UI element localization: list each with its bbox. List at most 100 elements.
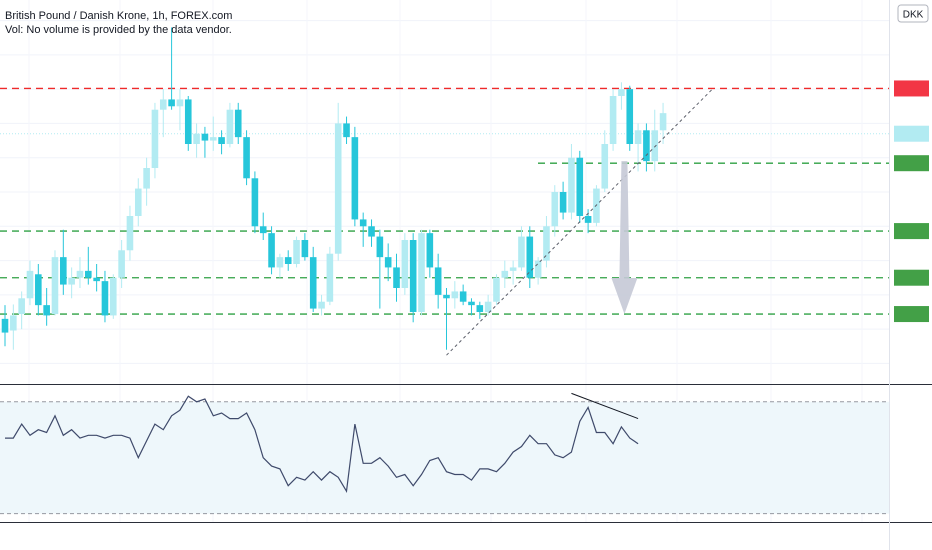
candle-body[interactable] (234, 109, 242, 138)
candle-body[interactable] (376, 236, 384, 258)
candle-body[interactable] (243, 137, 250, 179)
candle-body[interactable] (35, 274, 42, 306)
candle-body[interactable] (443, 294, 450, 299)
down-arrow-icon (611, 161, 638, 315)
level-price-tag (894, 155, 929, 172)
candle-body[interactable] (251, 178, 259, 227)
candle-body[interactable] (18, 298, 25, 315)
candle-body[interactable] (384, 257, 392, 268)
candle-body[interactable] (326, 253, 334, 302)
rsi-band (0, 401, 889, 514)
candle-body[interactable] (393, 267, 400, 288)
candle-body[interactable] (459, 291, 467, 302)
candle-body[interactable] (551, 192, 559, 227)
candle-body[interactable] (401, 240, 409, 288)
candle-body[interactable] (493, 277, 500, 302)
candle-body[interactable] (276, 257, 284, 268)
support-trendline (446, 88, 714, 356)
candle-body[interactable] (409, 240, 417, 312)
candle-body[interactable] (268, 233, 275, 268)
candle-body[interactable] (284, 257, 292, 264)
candle-body[interactable] (659, 113, 667, 131)
candle-body[interactable] (318, 301, 325, 309)
candle-body[interactable] (193, 133, 200, 144)
candle-body[interactable] (609, 96, 617, 144)
candle-body[interactable] (559, 192, 567, 213)
candle-body[interactable] (343, 123, 350, 138)
candle-body[interactable] (76, 270, 84, 278)
candle-body[interactable] (201, 133, 209, 141)
candle-body[interactable] (534, 260, 542, 278)
candle-body[interactable] (176, 99, 184, 107)
candle-body[interactable] (434, 267, 442, 295)
currency-label: DKK (903, 10, 924, 21)
candle-body[interactable] (368, 226, 375, 237)
candle-body[interactable] (259, 226, 267, 234)
candle-body[interactable] (601, 144, 609, 189)
rsi-trendline (571, 392, 639, 420)
candle-body[interactable] (568, 157, 575, 213)
candle-body[interactable] (226, 109, 234, 144)
candle-body[interactable] (518, 236, 525, 268)
candle-body[interactable] (351, 137, 359, 220)
candle-body[interactable] (418, 233, 425, 312)
candle-body[interactable] (126, 216, 134, 251)
candle-body[interactable] (426, 233, 434, 268)
candle-body[interactable] (60, 257, 67, 285)
candle-body[interactable] (501, 270, 509, 278)
horizontal-levels (0, 87, 889, 315)
candle-body[interactable] (484, 301, 492, 312)
level-price-tag (894, 223, 929, 240)
currency-badge[interactable] (897, 4, 929, 23)
candle-body[interactable] (509, 267, 517, 271)
rsi-line[interactable] (5, 395, 639, 494)
candle-body[interactable] (526, 236, 534, 278)
price-axis[interactable] (894, 80, 929, 323)
candle-body[interactable] (293, 240, 300, 264)
candle-body[interactable] (618, 89, 625, 96)
candle-body[interactable] (159, 99, 167, 110)
candle-body[interactable] (359, 219, 367, 227)
candle-body[interactable] (334, 123, 342, 254)
candle-body[interactable] (576, 157, 584, 216)
candle-body[interactable] (93, 277, 100, 282)
candle-body[interactable] (143, 168, 150, 189)
candle-body[interactable] (43, 305, 50, 316)
candle-body[interactable] (26, 270, 34, 299)
level-price-tag (894, 306, 929, 323)
candle-body[interactable] (10, 315, 17, 331)
candle-body[interactable] (468, 301, 475, 306)
candle-body[interactable] (626, 89, 634, 144)
candle-body[interactable] (218, 137, 225, 144)
candle-body[interactable] (118, 250, 125, 278)
candle-body[interactable] (134, 188, 142, 216)
candle-body[interactable] (301, 240, 309, 258)
candle-body[interactable] (68, 277, 75, 285)
candle-body[interactable] (643, 130, 650, 162)
candle-body[interactable] (85, 270, 92, 278)
candle-body[interactable] (168, 99, 175, 107)
drawing-overlays (446, 88, 714, 356)
chart-title: British Pound / Danish Krone, 1h, FOREX.… (5, 10, 232, 22)
candle-body[interactable] (151, 109, 159, 168)
candle-body[interactable] (476, 305, 484, 312)
candle-body[interactable] (109, 277, 117, 316)
candle-body[interactable] (101, 281, 109, 316)
candle-body[interactable] (543, 226, 550, 261)
candle-body[interactable] (184, 99, 192, 144)
rsi-panel[interactable] (0, 392, 889, 515)
candles[interactable] (1, 27, 667, 350)
candle-body[interactable] (451, 291, 459, 299)
level-price-tag (894, 125, 929, 142)
candle-body[interactable] (634, 130, 642, 144)
level-price-tag (894, 80, 929, 97)
candle-body[interactable] (309, 257, 317, 309)
volume-note: Vol: No volume is provided by the data v… (5, 24, 232, 36)
candle-body[interactable] (209, 137, 217, 141)
candle-body[interactable] (651, 130, 659, 162)
candle-body[interactable] (584, 216, 592, 223)
level-price-tag (894, 269, 929, 286)
candle-body[interactable] (1, 318, 9, 333)
candle-body[interactable] (51, 257, 59, 315)
